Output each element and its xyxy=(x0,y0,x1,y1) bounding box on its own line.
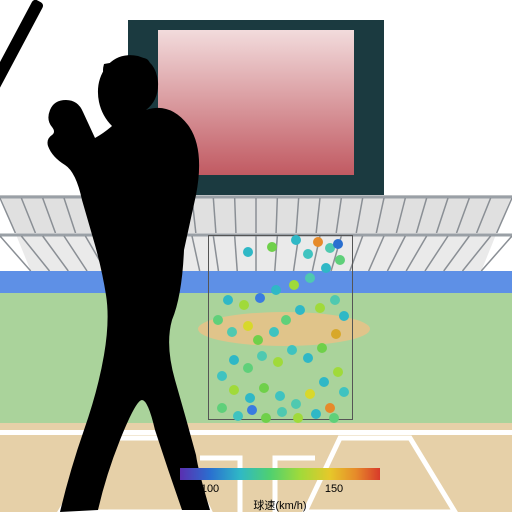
pitch-marker xyxy=(325,403,335,413)
legend-tick: 100 xyxy=(201,483,219,495)
pitch-marker xyxy=(333,239,343,249)
baseball-scene: 100 150 球速(km/h) xyxy=(0,0,512,512)
pitch-marker xyxy=(295,305,305,315)
pitch-marker xyxy=(335,255,345,265)
pitch-marker xyxy=(317,343,327,353)
pitch-marker xyxy=(315,303,325,313)
pitch-marker xyxy=(253,335,263,345)
pitch-scatter xyxy=(0,0,512,512)
pitch-marker xyxy=(269,327,279,337)
pitch-marker xyxy=(281,315,291,325)
pitch-marker xyxy=(305,389,315,399)
pitch-marker xyxy=(273,357,283,367)
pitch-marker xyxy=(321,263,331,273)
pitch-marker xyxy=(229,355,239,365)
pitch-marker xyxy=(243,321,253,331)
pitch-marker xyxy=(217,371,227,381)
pitch-marker xyxy=(291,235,301,245)
pitch-marker xyxy=(329,413,339,423)
pitch-marker xyxy=(227,327,237,337)
pitch-marker xyxy=(255,293,265,303)
pitch-marker xyxy=(339,311,349,321)
pitch-marker xyxy=(243,363,253,373)
pitch-marker xyxy=(331,329,341,339)
pitch-marker xyxy=(277,407,287,417)
pitch-marker xyxy=(293,413,303,423)
pitch-marker xyxy=(267,242,277,252)
legend-title: 球速(km/h) xyxy=(180,497,380,512)
pitch-marker xyxy=(303,353,313,363)
pitch-marker xyxy=(223,295,233,305)
pitch-marker xyxy=(239,300,249,310)
pitch-marker xyxy=(305,273,315,283)
pitch-marker xyxy=(259,383,269,393)
pitch-marker xyxy=(291,399,301,409)
pitch-marker xyxy=(243,247,253,257)
pitch-marker xyxy=(245,393,255,403)
pitch-marker xyxy=(261,413,271,423)
pitch-marker xyxy=(289,280,299,290)
pitch-marker xyxy=(339,387,349,397)
pitch-marker xyxy=(303,249,313,259)
pitch-marker xyxy=(271,285,281,295)
pitch-marker xyxy=(229,385,239,395)
pitch-marker xyxy=(257,351,267,361)
pitch-marker xyxy=(330,295,340,305)
pitch-marker xyxy=(275,391,285,401)
pitch-marker xyxy=(333,367,343,377)
pitch-marker xyxy=(287,345,297,355)
legend-tick: 150 xyxy=(325,483,343,495)
pitch-marker xyxy=(311,409,321,419)
pitch-marker xyxy=(233,411,243,421)
pitch-marker xyxy=(217,403,227,413)
pitch-marker xyxy=(213,315,223,325)
pitch-marker xyxy=(319,377,329,387)
pitch-marker xyxy=(313,237,323,247)
legend-colorbar xyxy=(180,468,380,480)
pitch-marker xyxy=(247,405,257,415)
